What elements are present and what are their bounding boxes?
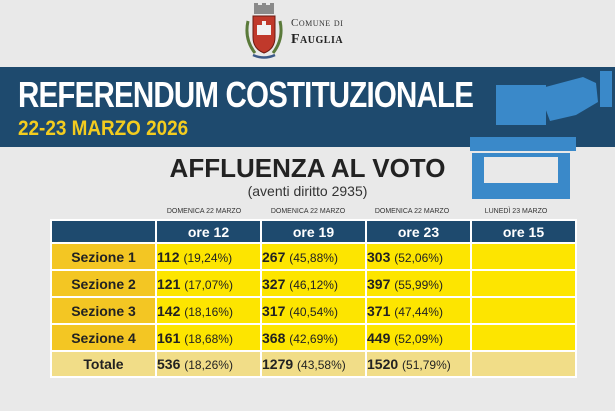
turnout-percent: (46,12%): [289, 277, 338, 292]
voter-count: 449: [367, 329, 391, 346]
column-header: ore 23: [365, 219, 472, 244]
comune-logo: Comune di Fauglia: [243, 3, 403, 63]
voter-count: 142: [157, 302, 181, 319]
section-label: Sezione 1: [50, 242, 157, 271]
voter-count: 161: [157, 329, 181, 346]
table-row: Sezione 1 112 (19,24%) 267 (45,88%) 303 …: [50, 242, 577, 271]
turnout-cell: 267 (45,88%): [260, 242, 367, 271]
comune-label: Comune di: [291, 17, 344, 29]
turnout-percent: (17,07%): [184, 277, 233, 292]
turnout-cell: 449 (52,09%): [365, 323, 472, 352]
turnout-cell: 368 (42,69%): [260, 323, 367, 352]
affluenza-subtitle: (aventi diritto 2935): [247, 183, 368, 199]
voter-count: 112: [157, 248, 180, 265]
header-blank-cell: [50, 219, 157, 244]
column-day-label: DOMENICA 22 MARZO: [270, 208, 346, 215]
column-header: ore 15: [470, 219, 577, 244]
voter-count: 121: [157, 275, 181, 292]
total-label: Totale: [50, 350, 157, 378]
affluenza-title: AFFLUENZA AL VOTO: [169, 153, 446, 183]
section-label: Sezione 2: [50, 269, 157, 298]
turnout-percent: (52,09%): [394, 331, 443, 346]
total-percent: (43,58%): [297, 358, 346, 372]
column-day-label: LUNEDÌ 23 MARZO: [484, 208, 548, 215]
voter-count: 303: [367, 248, 391, 265]
total-cell: 536 (18,26%): [155, 350, 262, 378]
turnout-cell: 112 (19,24%): [155, 242, 262, 271]
total-cell-empty: [470, 350, 577, 378]
turnout-cell-empty: [470, 323, 577, 352]
section-label: Sezione 3: [50, 296, 157, 325]
column-day-label: DOMENICA 22 MARZO: [166, 208, 242, 215]
turnout-percent: (52,06%): [394, 250, 443, 265]
comune-name: Fauglia: [291, 32, 344, 47]
voter-count: 371: [367, 302, 391, 319]
total-cell: 1520 (51,79%): [365, 350, 472, 378]
turnout-cell: 327 (46,12%): [260, 269, 367, 298]
section-label: Sezione 4: [50, 323, 157, 352]
total-count: 1279: [262, 356, 294, 372]
total-count: 1520: [367, 356, 399, 372]
turnout-percent: (42,69%): [289, 331, 338, 346]
turnout-cell: 317 (40,54%): [260, 296, 367, 325]
table-row: Sezione 3 142 (18,16%) 317 (40,54%) 371 …: [50, 296, 577, 325]
turnout-cell: 397 (55,99%): [365, 269, 472, 298]
table-header-row: ore 12 ore 19 ore 23 ore 15: [50, 219, 577, 244]
turnout-cell-empty: [470, 296, 577, 325]
voter-count: 397: [367, 275, 391, 292]
total-row: Totale 536 (18,26%) 1279 (43,58%) 1520 (…: [50, 350, 577, 378]
table-row: Sezione 4 161 (18,68%) 368 (42,69%) 449 …: [50, 323, 577, 352]
turnout-cell: 142 (18,16%): [155, 296, 262, 325]
referendum-title: REFERENDUM COSTITUZIONALE: [18, 74, 474, 115]
turnout-table: ore 12 ore 19 ore 23 ore 15 Sezione 1 11…: [50, 219, 577, 378]
total-percent: (51,79%): [402, 358, 451, 372]
turnout-percent: (19,24%): [183, 250, 233, 265]
column-day-label: DOMENICA 22 MARZO: [374, 208, 450, 215]
turnout-cell: 371 (47,44%): [365, 296, 472, 325]
ballot-box-icon: [470, 71, 612, 199]
total-percent: (18,26%): [184, 358, 233, 372]
turnout-percent: (40,54%): [289, 304, 338, 319]
turnout-percent: (55,99%): [394, 277, 443, 292]
turnout-percent: (18,16%): [184, 304, 233, 319]
total-cell: 1279 (43,58%): [260, 350, 367, 378]
table-row: Sezione 2 121 (17,07%) 327 (46,12%) 397 …: [50, 269, 577, 298]
voter-count: 267: [262, 248, 286, 265]
turnout-percent: (18,68%): [184, 331, 233, 346]
voter-count: 368: [262, 329, 286, 346]
voter-count: 327: [262, 275, 286, 292]
turnout-cell: 121 (17,07%): [155, 269, 262, 298]
referendum-dates: 22-23 MARZO 2026: [18, 117, 189, 140]
voter-count: 317: [262, 302, 286, 319]
turnout-cell-empty: [470, 242, 577, 271]
turnout-percent: (47,44%): [394, 304, 443, 319]
coat-of-arms-icon: [245, 3, 283, 59]
turnout-cell: 303 (52,06%): [365, 242, 472, 271]
total-count: 536: [157, 356, 181, 372]
turnout-cell: 161 (18,68%): [155, 323, 262, 352]
turnout-percent: (45,88%): [289, 250, 338, 265]
turnout-cell-empty: [470, 269, 577, 298]
column-header: ore 19: [260, 219, 367, 244]
column-header: ore 12: [155, 219, 262, 244]
